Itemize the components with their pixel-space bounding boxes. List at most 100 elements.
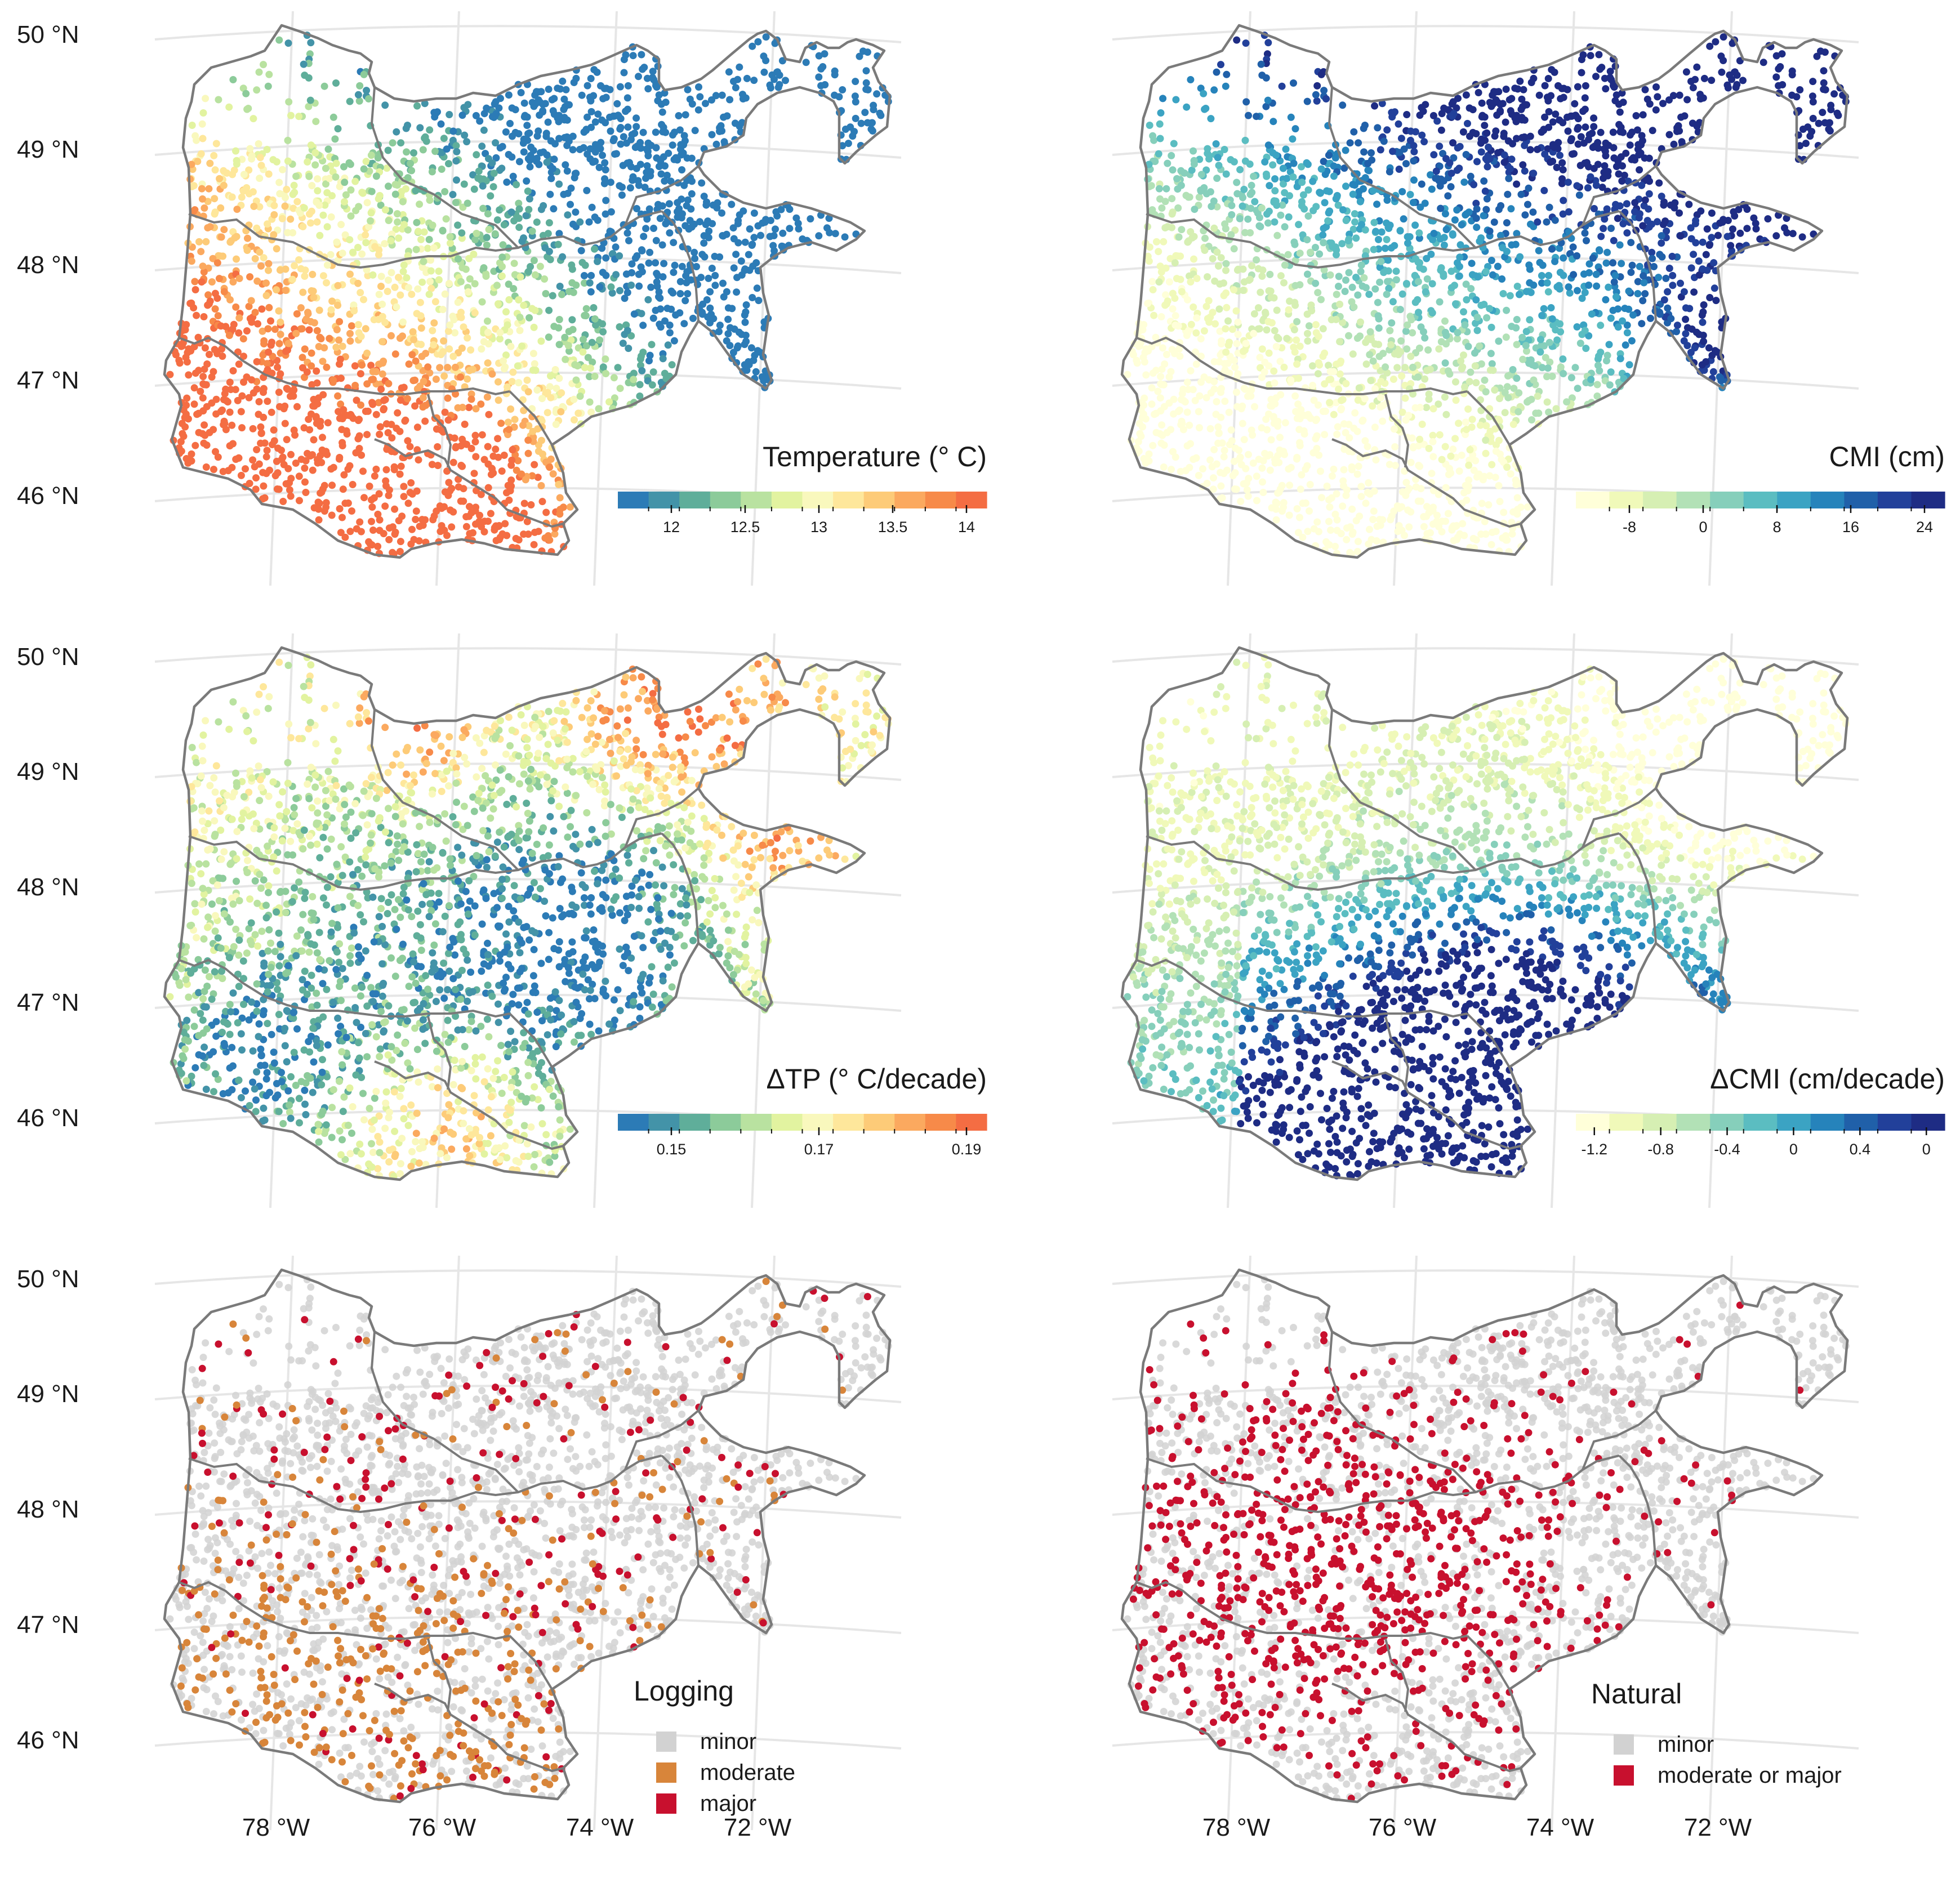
site-point [1294, 529, 1302, 537]
site-point [1283, 334, 1291, 342]
site-point [1386, 168, 1393, 176]
site-point [413, 102, 421, 110]
site-point [518, 238, 526, 245]
site-point [643, 162, 651, 169]
site-point [500, 357, 507, 365]
site-point [318, 446, 326, 454]
site-point [337, 374, 345, 382]
site-point [367, 362, 375, 369]
site-point [299, 223, 307, 230]
site-point [1386, 221, 1394, 229]
site-point [531, 528, 538, 536]
site-point [279, 498, 287, 505]
legend-swatch [679, 492, 711, 508]
site-point [1215, 262, 1222, 270]
site-point [208, 278, 216, 286]
site-point [610, 135, 618, 142]
site-point [852, 98, 859, 106]
site-point [484, 317, 491, 325]
site-point [1388, 109, 1396, 117]
site-point [265, 260, 273, 267]
site-point [301, 273, 309, 280]
site-point [444, 492, 452, 499]
site-point [654, 271, 662, 279]
site-point [230, 166, 238, 174]
site-point [1494, 149, 1502, 157]
site-point [185, 371, 193, 379]
site-point [1272, 516, 1280, 524]
site-point [458, 234, 466, 242]
site-point [434, 462, 442, 470]
site-point [1607, 225, 1615, 232]
site-point [686, 217, 694, 225]
site-point [1388, 512, 1396, 520]
site-point [678, 262, 686, 270]
site-point [1540, 126, 1548, 133]
site-point [1262, 102, 1270, 110]
site-point [1222, 266, 1230, 274]
site-point [549, 470, 557, 478]
site-point [1227, 156, 1235, 164]
site-point [309, 270, 317, 278]
site-point [1436, 182, 1444, 190]
site-point [242, 90, 250, 97]
site-point [201, 365, 208, 373]
site-point [1210, 86, 1218, 94]
site-point [591, 315, 599, 323]
site-point [1498, 275, 1506, 283]
site-point [534, 474, 542, 481]
site-point [1582, 82, 1589, 90]
site-point [368, 188, 376, 195]
site-point [489, 452, 497, 460]
site-point [1548, 66, 1556, 74]
site-point [1718, 68, 1726, 76]
site-point [555, 316, 563, 323]
site-point [1393, 364, 1401, 372]
site-point [524, 136, 532, 144]
site-point [419, 394, 427, 401]
site-point [358, 451, 366, 459]
graticule-parallel [1112, 25, 1859, 43]
site-point [465, 404, 473, 412]
site-point [779, 229, 787, 237]
site-point [1683, 96, 1691, 104]
site-point [1316, 361, 1324, 369]
site-point [1468, 260, 1476, 267]
site-point [841, 233, 849, 241]
site-point [457, 462, 465, 469]
site-point [1159, 344, 1166, 352]
site-point [600, 84, 608, 92]
site-point [1543, 398, 1551, 406]
site-point [332, 343, 340, 351]
site-point [1559, 166, 1567, 173]
site-point [1796, 86, 1804, 93]
site-point [498, 262, 506, 270]
site-point [556, 283, 564, 290]
site-point [1370, 218, 1378, 226]
site-point [638, 51, 645, 59]
site-point [391, 505, 399, 513]
site-point [211, 210, 219, 218]
site-point [1585, 282, 1593, 289]
site-point [300, 60, 308, 68]
site-point [1265, 349, 1273, 357]
site-point [1739, 77, 1747, 84]
site-point [599, 269, 607, 276]
site-point [1472, 130, 1480, 137]
site-point [551, 366, 559, 373]
site-point [1373, 537, 1380, 545]
site-point [507, 461, 515, 469]
site-point [1457, 357, 1465, 365]
site-point [580, 336, 587, 343]
site-point [1367, 336, 1375, 343]
site-point [401, 417, 409, 425]
site-point [1627, 239, 1635, 247]
site-point [478, 345, 485, 353]
site-point [512, 534, 520, 542]
site-point [238, 424, 246, 432]
site-point [561, 103, 569, 110]
site-point [292, 329, 300, 337]
site-point [1208, 463, 1216, 471]
site-point [1635, 214, 1643, 222]
site-point [445, 479, 453, 487]
